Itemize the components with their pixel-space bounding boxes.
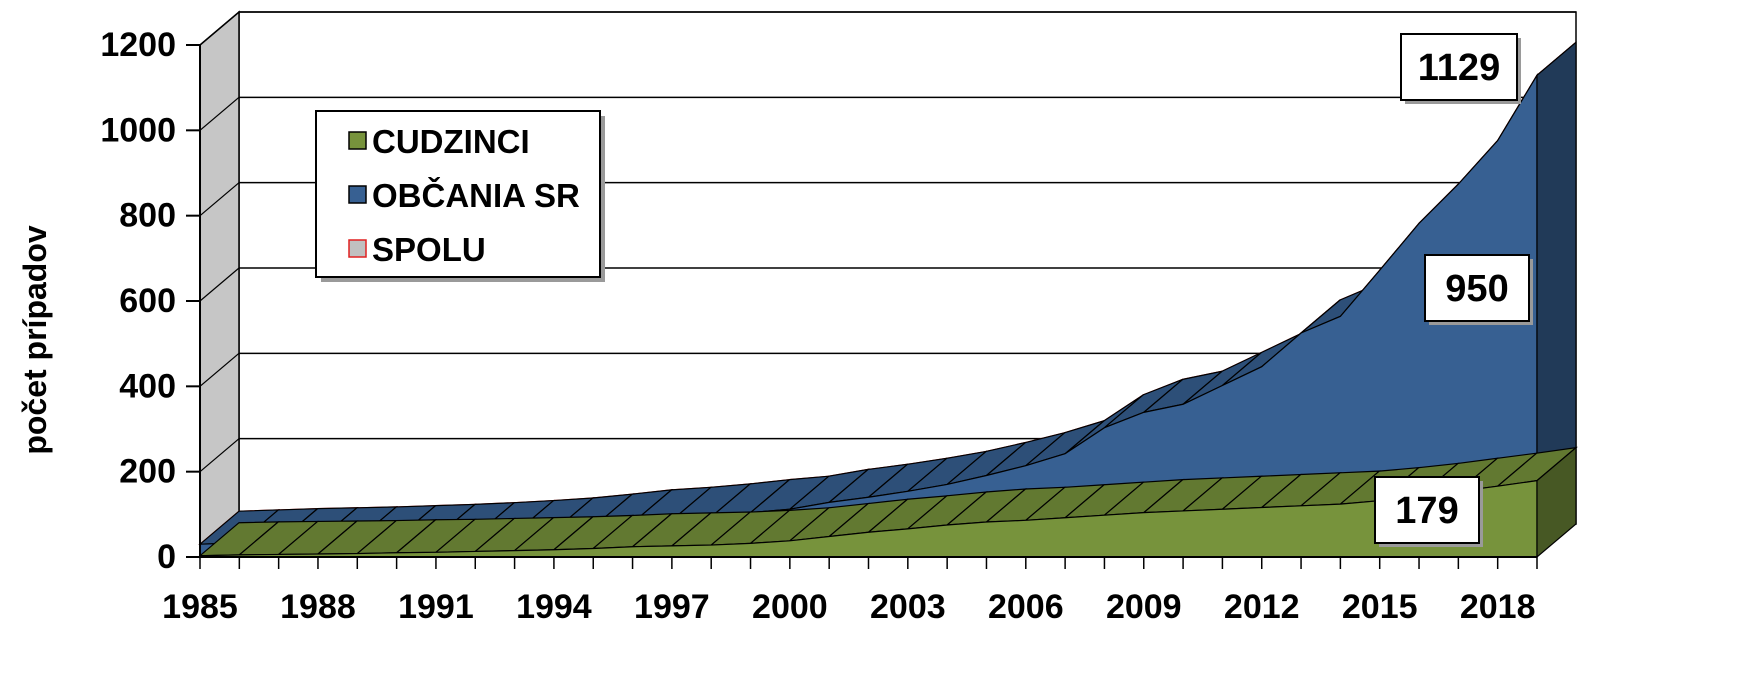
axes	[186, 44, 1538, 569]
y-tick-label: 0	[157, 538, 176, 576]
x-tick-label: 2009	[1106, 588, 1182, 626]
y-tick-label: 400	[119, 367, 176, 405]
y-tick-label: 200	[119, 453, 176, 491]
legend-label: CUDZINCI	[372, 123, 530, 160]
y-tick-label: 1000	[100, 111, 176, 149]
legend-swatch	[348, 185, 367, 204]
gridline-side	[199, 11, 240, 46]
legend-swatch	[348, 239, 367, 258]
callouts: 1129 950 179	[1374, 33, 1533, 547]
series-end-cap	[1536, 40, 1577, 482]
gridline-side	[199, 182, 240, 217]
callout-box	[1374, 476, 1480, 544]
x-tick-label: 2006	[988, 588, 1064, 626]
x-tick-labels: 1985 1988 1991 1994 1997 2000 2003 2006 2009 2012…	[162, 588, 1535, 626]
y-tick-label: 1200	[100, 26, 176, 64]
series-layer	[198, 40, 1578, 559]
legend-swatch	[348, 131, 367, 150]
legend-label: OBČANIA SR	[372, 176, 580, 214]
gridline-side	[199, 438, 240, 473]
gridline-side	[199, 96, 240, 131]
callout-label: 950	[1445, 268, 1508, 310]
x-tick-label: 2000	[752, 588, 828, 626]
x-tick-label: 1991	[398, 588, 474, 626]
callout-label: 179	[1395, 490, 1458, 532]
x-tick-label: 2003	[870, 588, 946, 626]
series-end-cap	[1536, 446, 1577, 559]
x-tick-label: 1985	[162, 588, 238, 626]
legend: CUDZINCI OBČANIA SR SPOLU	[315, 110, 605, 282]
y-axis-label: počet prípadov	[17, 225, 53, 455]
x-tick-label: 1994	[516, 588, 592, 626]
y-tick-label: 800	[119, 197, 176, 235]
series-1	[198, 446, 1578, 559]
series-2	[198, 40, 1577, 557]
callout-label: 1129	[1418, 47, 1500, 89]
gridline-side	[199, 267, 240, 302]
callout-box	[1424, 254, 1530, 322]
callout-box	[1400, 33, 1518, 101]
y-tick-labels: 0 200 400 600 800 1000 1200	[100, 26, 176, 576]
x-tick-label: 1988	[280, 588, 356, 626]
gridline-side	[199, 352, 240, 387]
legend-label: SPOLU	[372, 231, 486, 268]
x-tick-label: 1997	[634, 588, 710, 626]
y-tick-label: 600	[119, 282, 176, 320]
x-tick-label: 2018	[1460, 588, 1536, 626]
x-tick-label: 2012	[1224, 588, 1300, 626]
x-tick-label: 2015	[1342, 588, 1418, 626]
